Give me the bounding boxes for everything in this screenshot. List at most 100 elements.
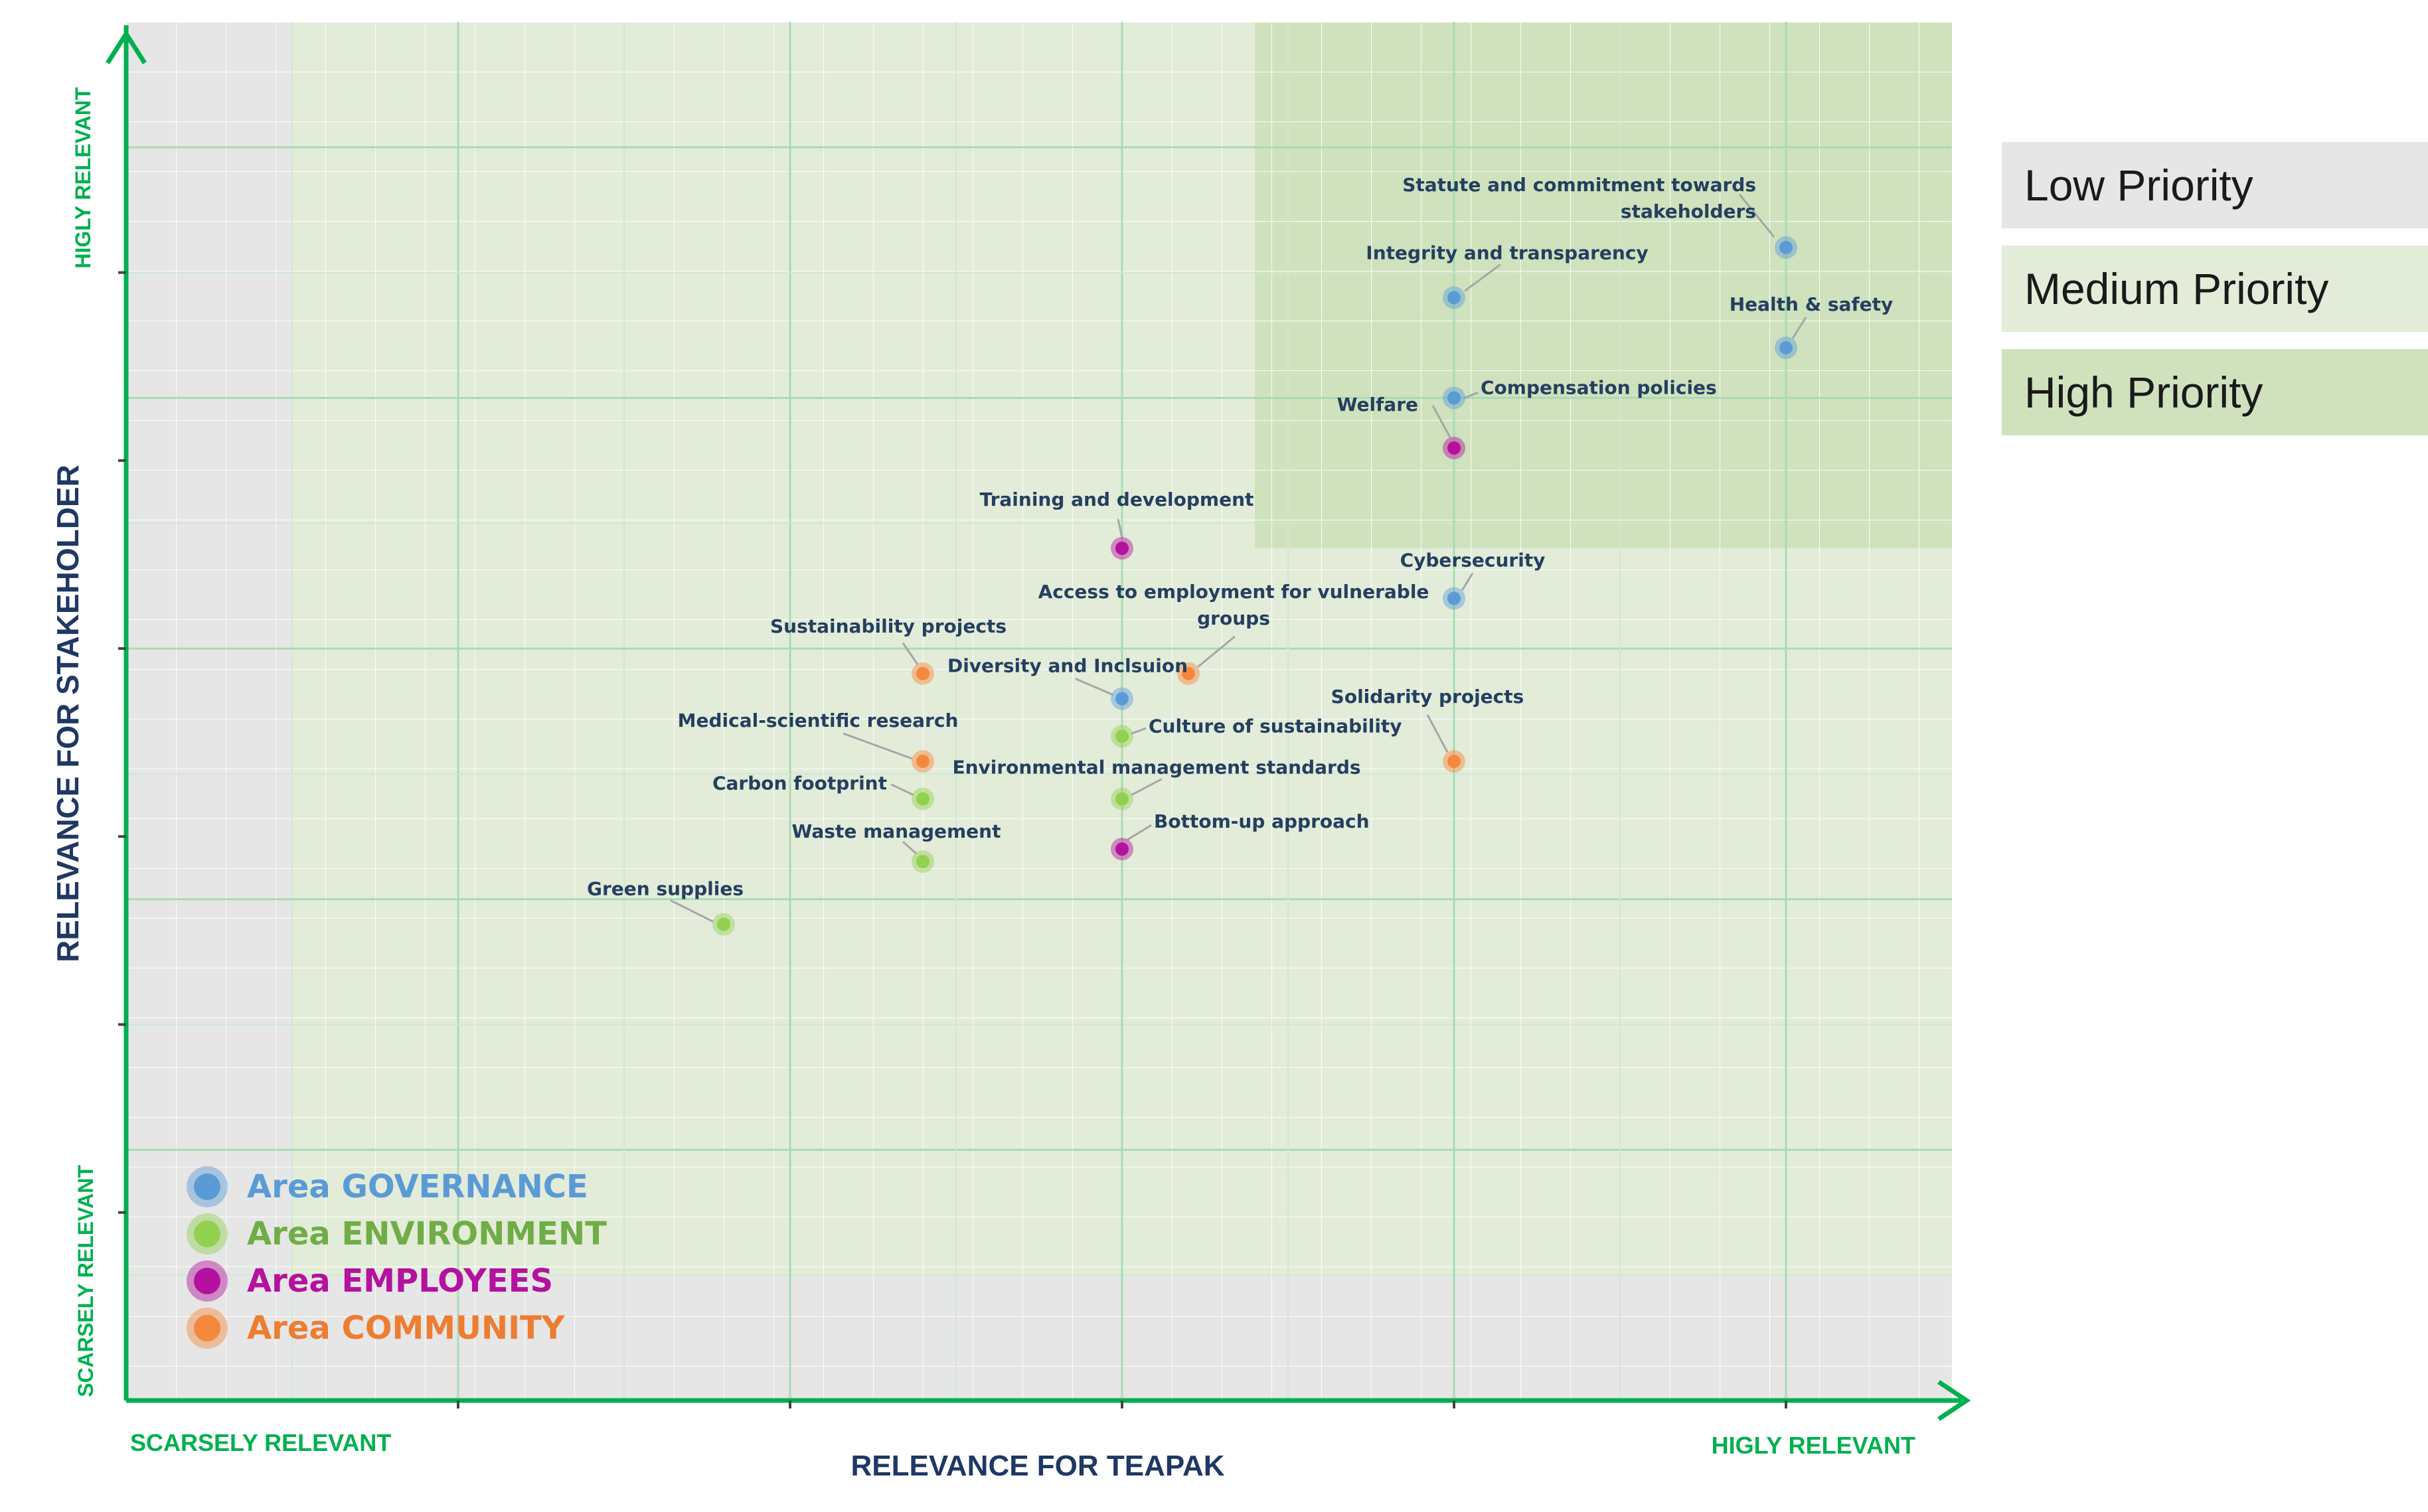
point-marker [1447,391,1461,405]
leader-line [1738,193,1775,238]
x-axis-arrow [1937,1380,1971,1421]
data-point: Access to employment for vulnerable group… [1038,581,1429,685]
point-label: Bottom-up approach [1154,810,1370,832]
leader-line [1464,392,1479,399]
leader-line [1127,824,1152,841]
data-points: Statute and commitment towards stakeholde… [587,174,1893,936]
minor-grid [126,22,1952,1400]
point-marker [1182,666,1195,680]
leader-line [902,643,919,665]
leader-line [1431,405,1451,438]
axes [106,25,1971,1421]
legend-label: Area ENVIRONMENT [247,1215,607,1252]
point-marker [1779,240,1793,254]
point-marker [717,917,730,931]
leader-line [1075,678,1113,696]
high-priority-label: High Priority [2024,368,2263,417]
x-axis-title: RELEVANCE FOR TEAPAK [850,1450,1224,1482]
data-point: Bottom-up approach [1111,810,1370,861]
legend-marker [194,1315,220,1341]
point-marker [916,666,930,680]
point-marker [916,755,930,769]
leader-line [1131,778,1163,796]
point-marker [916,792,930,806]
leader-line [1464,264,1501,292]
point-label: Medical-scientific research [678,710,959,731]
leader-line [1197,635,1236,668]
point-label-line: groups [1197,607,1270,629]
legend-label: Area GOVERNANCE [247,1168,588,1205]
data-point: Integrity and transparency [1366,242,1649,309]
data-point: Compensation policies [1443,376,1717,410]
point-marker [1447,441,1461,455]
legend-item-governance: Area GOVERNANCE [187,1166,588,1207]
point-label: Statute and commitment towards stakeholde… [1402,174,1756,222]
point-marker [1115,792,1129,806]
point-marker [1447,291,1461,305]
medium-priority-box: Medium Priority [2002,246,2428,332]
point-label: Green supplies [587,877,744,899]
point-marker [1447,755,1461,769]
point-marker [1447,591,1461,605]
y-axis-high-label: HIGLY RELEVANT [71,87,95,269]
point-label: Culture of sustainability [1149,715,1402,737]
data-point: Diversity and Inclsuion [947,655,1188,710]
point-marker [1115,842,1129,856]
point-label: Integrity and transparency [1366,242,1648,264]
legend-label: Area EMPLOYEES [247,1262,553,1300]
point-marker [1779,340,1793,354]
point-label-line: Statute and commitment towards [1402,174,1756,196]
point-marker [916,855,930,869]
leader-line [1117,518,1123,538]
area-legend: Area GOVERNANCE Area ENVIRONMENT Area EMPL… [187,1166,607,1349]
data-point: Statute and commitment towards stakeholde… [1402,174,1797,259]
leader-line [1461,572,1474,591]
point-marker [1115,692,1129,706]
data-point: Training and development [980,489,1254,560]
data-point: Carbon footprint [712,773,934,810]
low-priority-label: Low Priority [2024,161,2253,210]
y-axis-low-label: SCARSELY RELEVANT [74,1165,98,1397]
data-point: Waste management [792,820,1001,873]
point-label: Compensation policies [1481,376,1717,398]
data-point: Solidarity projects [1331,686,1524,773]
legend-marker [194,1221,220,1247]
legend-item-environment: Area ENVIRONMENT [187,1213,607,1254]
point-label: Diversity and Inclsuion [947,655,1188,677]
legend-marker [194,1173,220,1200]
point-label: Access to employment for vulnerable group… [1038,581,1429,629]
point-label: Welfare [1337,394,1418,416]
point-marker [1115,542,1129,556]
x-axis-low-label: SCARSELY RELEVANT [130,1429,391,1456]
leader-line [670,899,714,923]
data-point: Cybersecurity [1400,550,1546,610]
data-point: Medical-scientific research [678,710,959,773]
legend-item-community: Area COMMUNITY [187,1308,566,1349]
legend-marker [194,1268,220,1294]
high-priority-box: High Priority [2002,349,2428,435]
point-marker [1115,729,1129,743]
leader-line [1791,317,1807,339]
y-axis-title: RELEVANCE FOR STAKEHOLDER [50,465,85,962]
leader-line [902,840,918,855]
legend-item-employees: Area EMPLOYEES [187,1260,553,1302]
leader-line [890,783,914,796]
data-point: Health & safety [1730,293,1894,359]
x-axis-high-label: HIGLY RELEVANT [1712,1432,1915,1459]
point-label: Solidarity projects [1331,686,1524,708]
leader-line [843,732,913,760]
low-priority-box: Low Priority [2002,142,2428,228]
data-point: Environmental management standards [952,757,1361,810]
data-point: Culture of sustainability [1111,715,1402,748]
data-point: Green supplies [587,877,744,936]
data-point: Welfare [1337,394,1465,459]
point-label: Cybersecurity [1400,550,1546,571]
data-point: Sustainability projects [770,615,1007,685]
point-label: Health & safety [1730,293,1894,315]
medium-priority-label: Medium Priority [2024,264,2329,313]
point-label-line: stakeholders [1621,200,1756,222]
point-label: Carbon footprint [712,773,887,794]
y-axis-arrow [106,29,147,64]
leader-line [1131,727,1147,735]
